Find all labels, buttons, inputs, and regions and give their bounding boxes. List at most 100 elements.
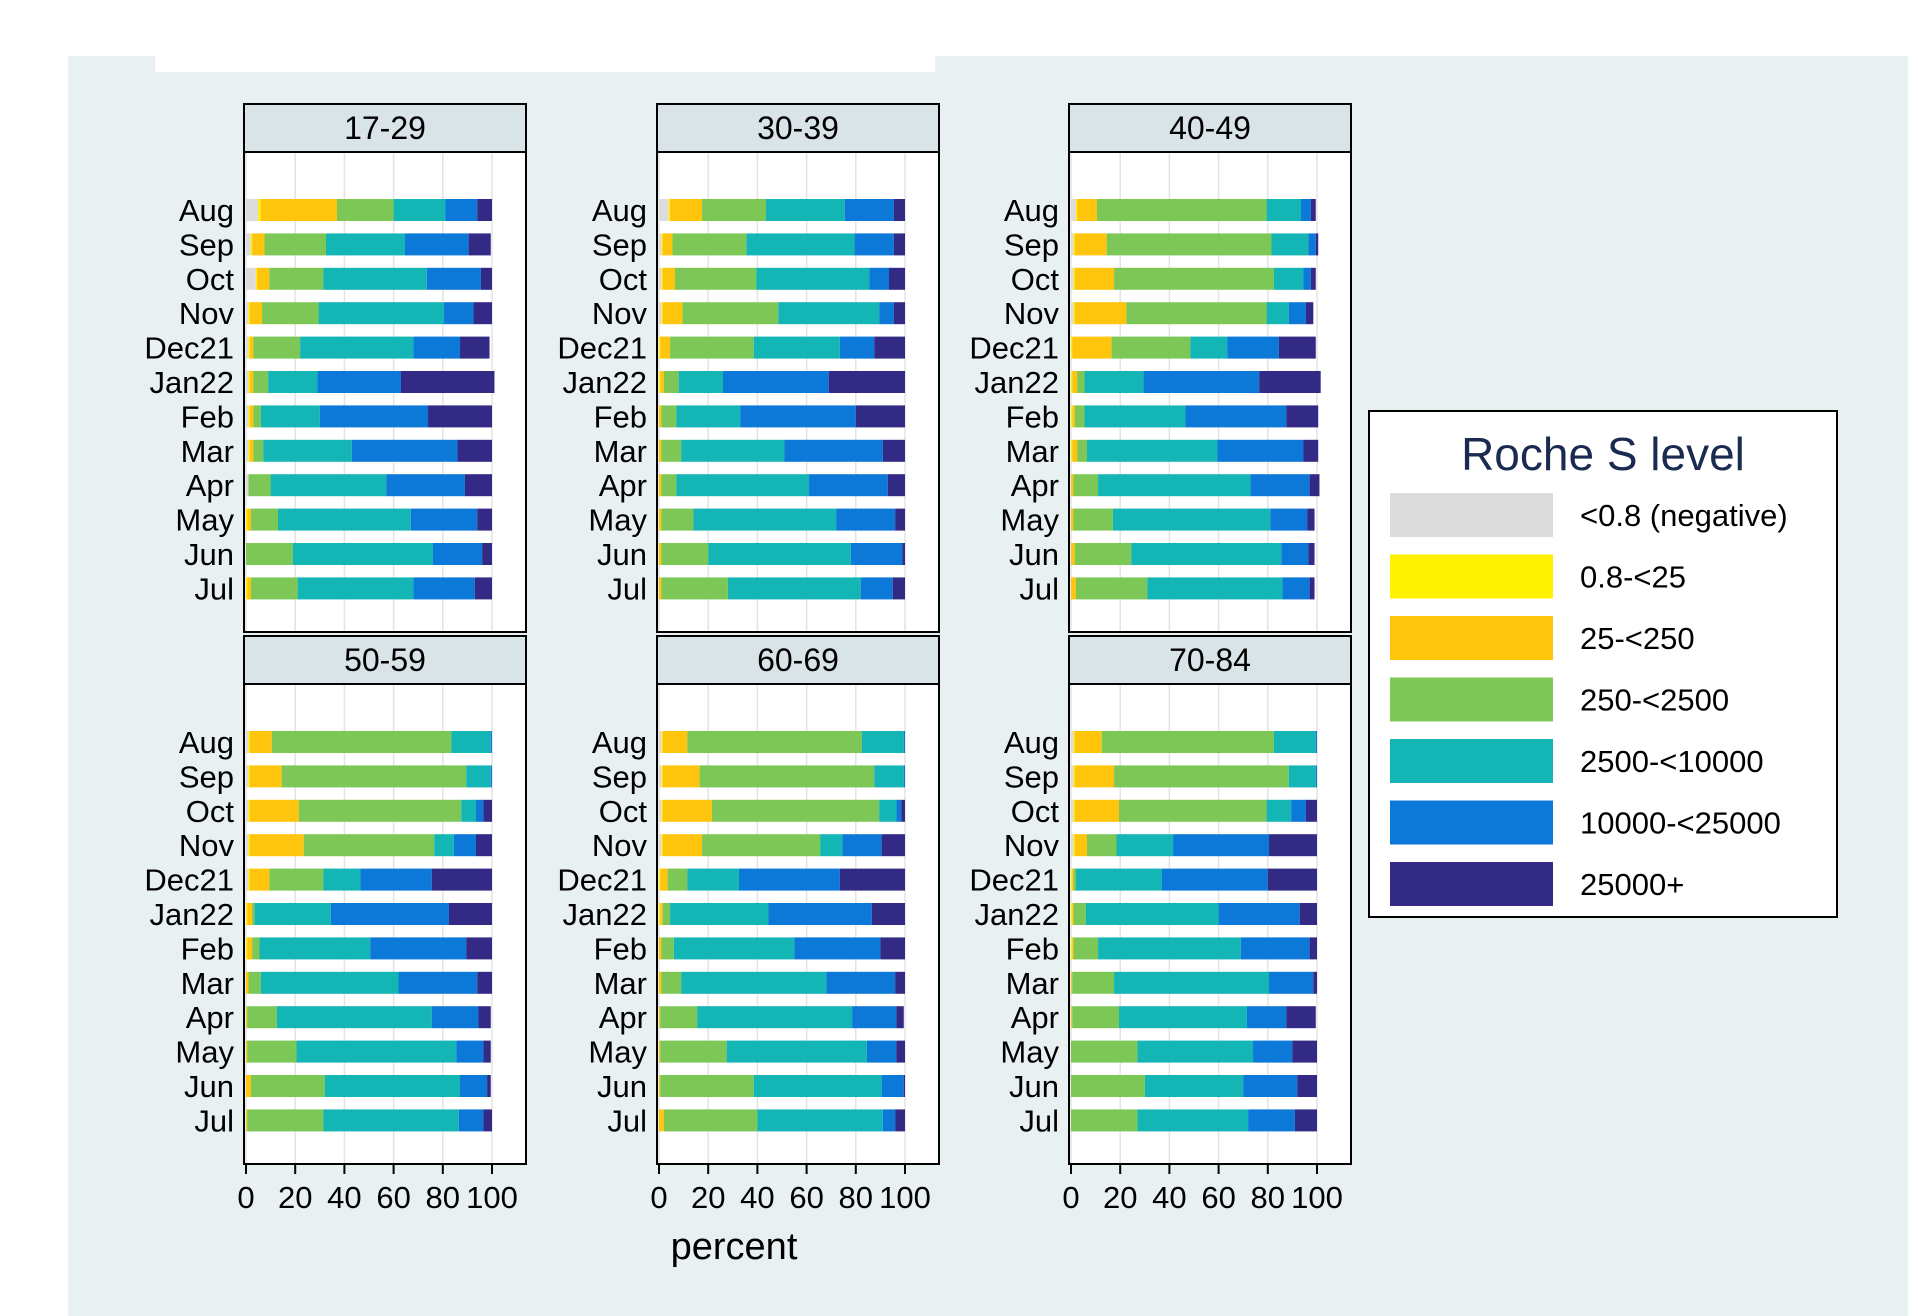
- bar-segment-17-29-jul-10000-25000: [413, 577, 475, 600]
- bar-segment-40-49-oct-250-2500: [1114, 267, 1274, 290]
- panel-header: [243, 635, 527, 685]
- bar-segment-40-49-oct-0-8-negative: [1071, 267, 1074, 290]
- bar-segment-17-29-sep-25-250: [252, 233, 265, 256]
- legend-items: <0.8 (negative) 0.8-<25 25-<250 250-<2500 25…: [1390, 493, 1788, 906]
- bar-segment-40-49-dec21-2500-10000: [1190, 336, 1228, 359]
- bar-segment-40-49-nov-250-2500: [1126, 302, 1267, 325]
- category-label: Jun: [597, 1069, 647, 1104]
- bar-segment-60-69-mar-25000: [895, 971, 905, 994]
- bar-segment-17-29-jul-25000: [474, 577, 492, 600]
- panel-17-29: 17-29AugSepOctNovDec21Jan22FebMarAprMayJ…: [144, 103, 527, 633]
- bar-segment-30-39-feb-10000-25000: [740, 405, 856, 428]
- bar-segment-40-49-dec21-25-250: [1072, 336, 1112, 359]
- bar-segment-70-84-jan22-250-2500: [1073, 903, 1086, 925]
- category-label: Jul: [607, 571, 647, 606]
- category-label: Mar: [1006, 434, 1059, 469]
- bar-segment-17-29-mar-0-8-negative: [246, 439, 249, 462]
- bar-segment-60-69-jul-25000: [895, 1109, 905, 1132]
- category-label: Nov: [1004, 296, 1060, 331]
- category-label: Aug: [179, 725, 234, 760]
- bar-segment-70-84-jan22-25000: [1299, 903, 1317, 925]
- bar-segment-17-29-mar-0-8-25: [248, 439, 250, 462]
- bar-segment-17-29-feb-2500-10000: [260, 405, 320, 428]
- bar-segment-70-84-sep-0-8-25: [1073, 765, 1075, 788]
- category-label: Apr: [1011, 468, 1059, 503]
- bar-segment-70-84-aug-0-8-25: [1073, 731, 1075, 753]
- bar-segment-50-59-jun-25000: [487, 1075, 491, 1097]
- bar-segment-60-69-sep-250-2500: [699, 765, 875, 788]
- bar-segment-30-39-nov-25000: [893, 302, 905, 325]
- bar-segment-30-39-aug-2500-10000: [766, 199, 845, 221]
- bar-segment-17-29-oct-10000-25000: [426, 267, 481, 290]
- bar-segment-60-69-feb-10000-25000: [794, 937, 881, 960]
- bar-segment-70-84-jul-2500-10000: [1137, 1109, 1249, 1132]
- category-label: Apr: [1011, 1000, 1059, 1035]
- bar-segment-17-29-sep-0-8-25: [250, 233, 253, 256]
- bar-segment-30-39-oct-0-8-25: [661, 267, 663, 290]
- category-label: Jun: [1009, 537, 1059, 572]
- bar-segment-60-69-nov-10000-25000: [842, 834, 882, 857]
- bar-segment-60-69-nov-2500-10000: [820, 834, 843, 857]
- bar-segment-40-49-mar-250-2500: [1077, 439, 1087, 462]
- bar-segment-60-69-sep-25-250: [662, 765, 700, 788]
- bar-segment-30-39-may-2500-10000: [693, 508, 837, 531]
- bar-segment-30-39-may-25-250: [659, 508, 662, 531]
- x-tick-label: 40: [327, 1180, 361, 1215]
- bar-segment-50-59-dec21-10000-25000: [360, 868, 432, 891]
- bar-segment-60-69-oct-0-8-negative: [659, 799, 662, 822]
- x-tick-label: 0: [237, 1180, 254, 1215]
- bar-segment-50-59-apr-10000-25000: [431, 1006, 479, 1029]
- bar-segment-40-49-aug-25000: [1310, 199, 1316, 221]
- bar-segment-60-69-jul-25-250: [659, 1109, 664, 1132]
- bar-segment-50-59-aug-250-2500: [271, 731, 452, 753]
- bar-segment-17-29-mar-25000: [457, 439, 492, 462]
- bar-segment-70-84-feb-2500-10000: [1098, 937, 1241, 960]
- bar-segment-30-39-aug-25-250: [670, 199, 703, 221]
- bar-segment-17-29-jan22-0-8-negative: [246, 371, 249, 393]
- category-label: Apr: [599, 468, 647, 503]
- legend-label: 25000+: [1580, 867, 1684, 902]
- bar-segment-17-29-jul-250-2500: [250, 577, 298, 600]
- category-label: May: [588, 1035, 647, 1070]
- bar-segment-50-59-nov-25000: [476, 834, 492, 857]
- bar-segment-40-49-mar-25-250: [1072, 439, 1078, 462]
- bar-segment-40-49-sep-250-2500: [1106, 233, 1272, 256]
- bar-segment-40-49-dec21-10000-25000: [1227, 336, 1279, 359]
- bar-segment-17-29-dec21-10000-25000: [413, 336, 461, 359]
- bar-segment-70-84-feb-0-8-25: [1071, 937, 1073, 960]
- bar-segment-50-59-jul-25000: [483, 1109, 492, 1132]
- bar-segment-17-29-apr-25000: [464, 474, 492, 497]
- bar-segment-30-39-mar-25-250: [659, 439, 662, 462]
- bar-segment-30-39-nov-0-8-negative: [659, 302, 662, 325]
- panel-70-84: 70-84AugSepOctNovDec21Jan22FebMarAprMayJ…: [969, 635, 1352, 1215]
- category-label: Oct: [186, 262, 235, 297]
- bar-segment-17-29-nov-2500-10000: [318, 302, 445, 325]
- bar-segment-30-39-jun-10000-25000: [850, 543, 903, 565]
- bar-segment-70-84-oct-2500-10000: [1266, 799, 1292, 822]
- bar-segment-40-49-dec21-25000: [1278, 336, 1316, 359]
- bar-segment-40-49-mar-25000: [1303, 439, 1319, 462]
- bar-segment-40-49-jan22-250-2500: [1077, 371, 1085, 393]
- category-label: Aug: [592, 725, 647, 760]
- category-label: Dec21: [144, 331, 234, 366]
- bar-segment-50-59-oct-2500-10000: [461, 799, 477, 822]
- bar-segment-17-29-apr-2500-10000: [270, 474, 387, 497]
- bar-segment-17-29-oct-0-8-negative: [246, 267, 256, 290]
- bar-segment-40-49-oct-25-250: [1074, 267, 1115, 290]
- bar-segment-60-69-jun-25000: [903, 1075, 905, 1097]
- bar-segment-30-39-mar-250-2500: [661, 439, 682, 462]
- x-tick-label: 20: [1103, 1180, 1137, 1215]
- bar-segment-17-29-may-2500-10000: [277, 508, 411, 531]
- x-tick-label: 80: [1251, 1180, 1285, 1215]
- bar-segment-40-49-sep-0-8-25: [1073, 233, 1075, 256]
- bar-segment-30-39-sep-10000-25000: [854, 233, 894, 256]
- category-label: Aug: [592, 193, 647, 228]
- bar-segment-40-49-mar-0-8-25: [1071, 439, 1073, 462]
- bar-segment-70-84-mar-10000-25000: [1269, 971, 1314, 994]
- category-label: Jan22: [563, 365, 647, 400]
- bar-segment-30-39-dec21-250-2500: [670, 336, 754, 359]
- bar-segment-40-49-aug-0-8-negative: [1071, 199, 1076, 221]
- legend-label: <0.8 (negative): [1580, 498, 1788, 533]
- bar-segment-17-29-mar-2500-10000: [263, 439, 352, 462]
- category-label: Jul: [194, 1103, 234, 1138]
